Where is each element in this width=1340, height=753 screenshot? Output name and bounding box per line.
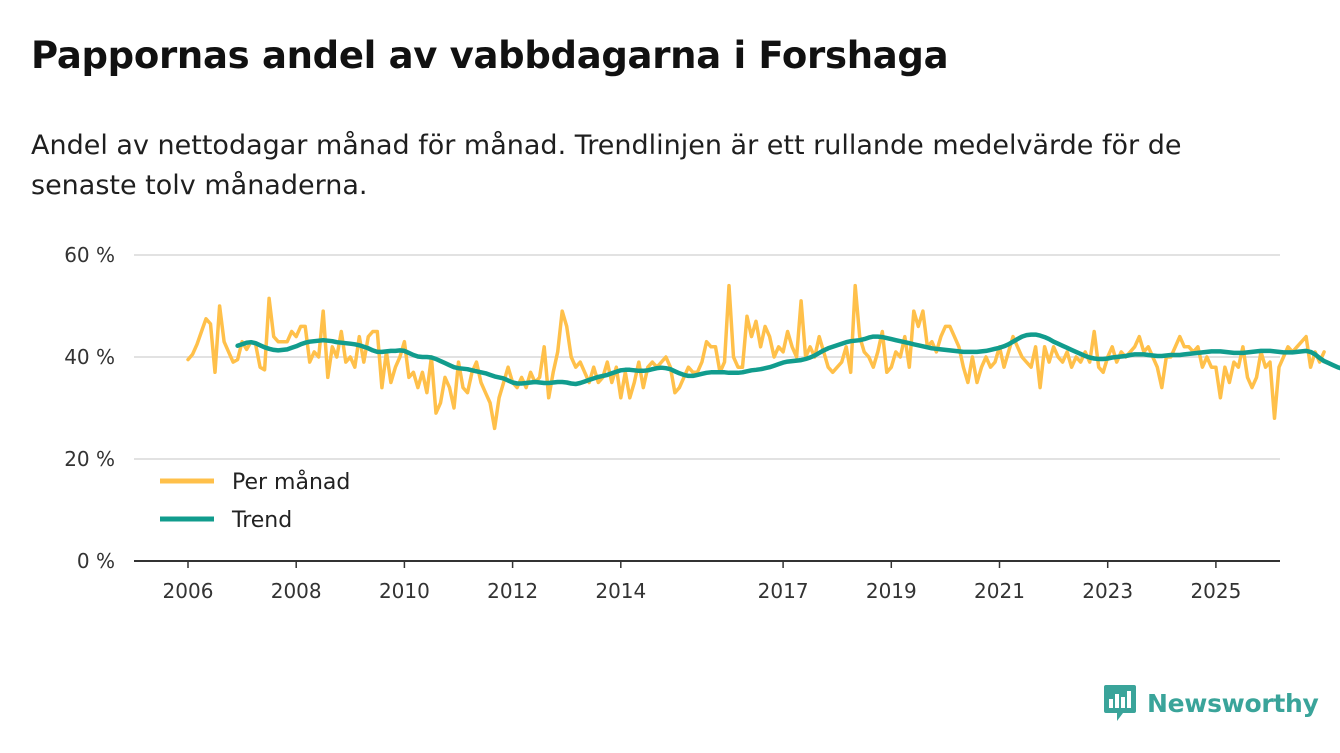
x-tick-label-2017: 2017	[758, 579, 809, 603]
line-per-manad	[186, 283, 1326, 431]
x-tick-label-2006: 2006	[163, 579, 214, 603]
x-tick-label-2008: 2008	[271, 579, 322, 603]
x-tick-label-2025: 2025	[1190, 579, 1241, 603]
brand-name: Newsworthy	[1147, 688, 1319, 718]
x-tick-label-2010: 2010	[379, 579, 430, 603]
x-axis: 2006 2008 2010 2012 2014 2017 2019 2021 2023 2025	[134, 560, 1280, 603]
y-tick-label-20: 20 %	[64, 447, 115, 471]
x-tick-label-2012: 2012	[487, 579, 538, 603]
chart-subtitle: Andel av nettodagar månad för månad. Tre…	[31, 130, 1182, 201]
line-trend	[235, 332, 1340, 387]
x-tick-label-2014: 2014	[595, 579, 646, 603]
x-tick-label-2021: 2021	[974, 579, 1025, 603]
y-tick-label-0: 0 %	[77, 549, 115, 573]
x-tick-label-2019: 2019	[866, 579, 917, 603]
newsworthy-logo-icon	[1104, 685, 1136, 721]
y-axis-tick-labels: 0 % 20 % 40 % 60 %	[64, 243, 115, 573]
legend-label-per-manad: Per månad	[232, 469, 350, 495]
legend: Per månad Trend	[160, 469, 350, 533]
legend-label-trend: Trend	[231, 508, 292, 533]
brand-logo[interactable]: Newsworthy	[1103, 683, 1319, 723]
y-tick-label-40: 40 %	[64, 345, 115, 369]
chart-title: Pappornas andel av vabbdagarna i Forshag…	[31, 34, 949, 77]
series-trend	[235, 332, 1340, 387]
y-tick-label-60: 60 %	[64, 243, 115, 267]
series-per-manad	[186, 283, 1326, 431]
x-tick-label-2023: 2023	[1082, 579, 1133, 603]
